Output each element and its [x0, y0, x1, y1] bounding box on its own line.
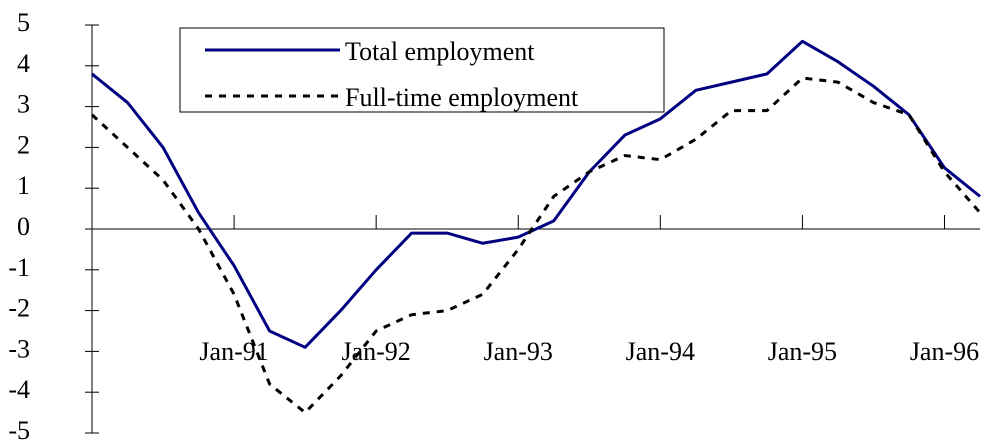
y-tick-label: 3 — [17, 90, 30, 119]
x-tick-label: Jan-91 — [199, 337, 268, 366]
x-tick-label: Jan-94 — [626, 337, 695, 366]
legend-label: Total employment — [345, 37, 535, 66]
x-tick-label: Jan-93 — [484, 337, 553, 366]
x-tick-label: Jan-95 — [768, 337, 837, 366]
legend-box — [179, 27, 665, 113]
y-tick-label: -2 — [8, 294, 30, 323]
x-tick-label: Jan-92 — [341, 337, 410, 366]
y-tick-label: -1 — [8, 253, 30, 282]
y-tick-label: 1 — [17, 171, 30, 200]
x-tick-label: Jan-96 — [910, 337, 979, 366]
line-series — [91, 39, 981, 349]
y-tick-label: 4 — [17, 49, 30, 78]
y-tick-label: -5 — [8, 416, 30, 445]
y-tick-label: -4 — [8, 375, 30, 404]
legend-label: Full-time employment — [345, 83, 579, 112]
y-tick-label: 5 — [17, 8, 30, 37]
y-tick-label: 0 — [17, 212, 30, 241]
y-tick-label: 2 — [17, 130, 30, 159]
y-tick-label: -3 — [8, 334, 30, 363]
